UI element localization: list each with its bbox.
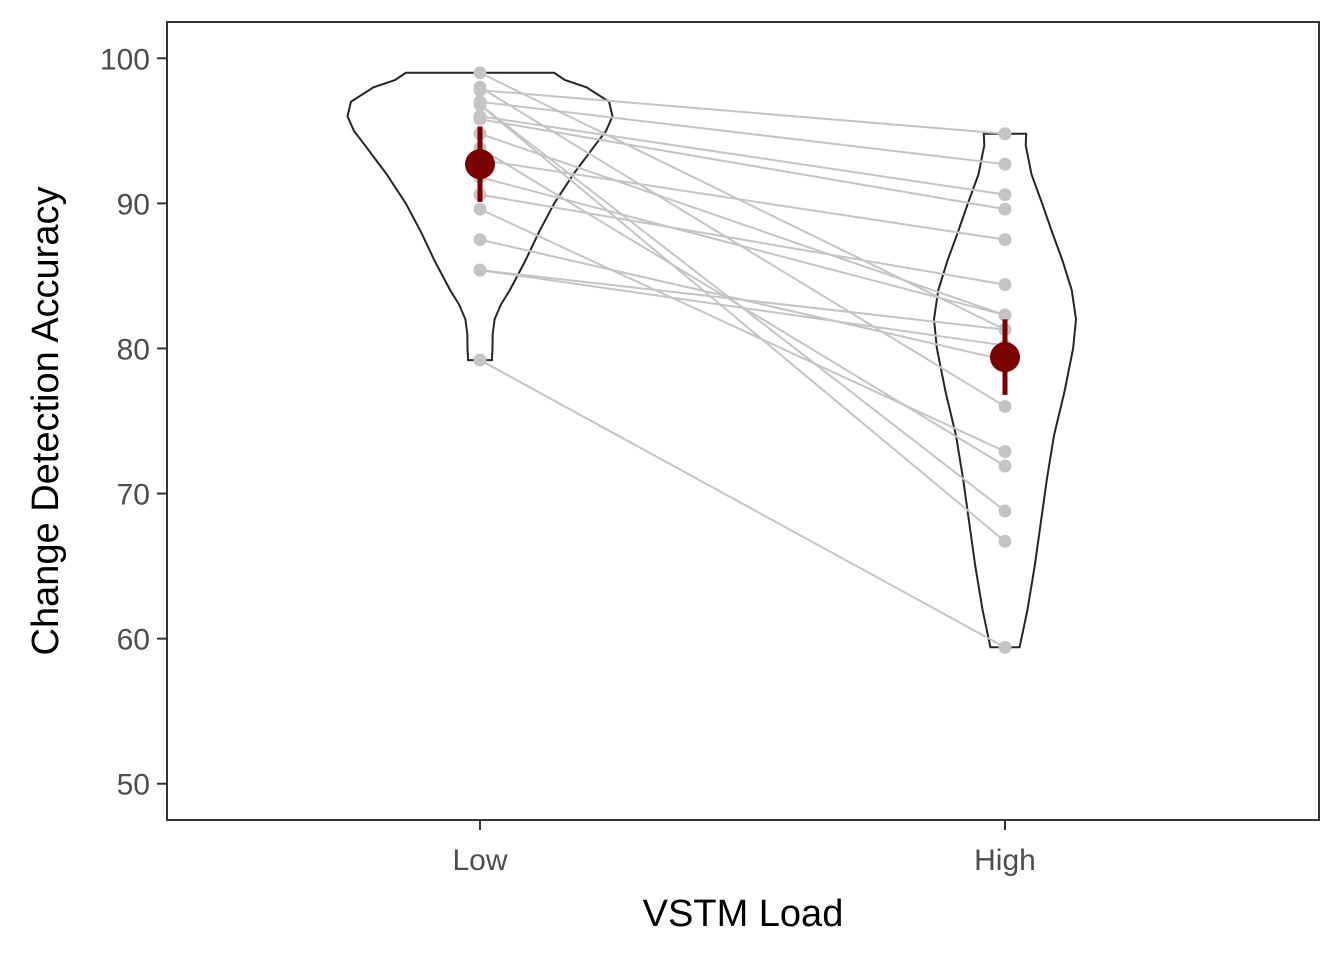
pair-line <box>479 208 1006 453</box>
y-axis: 50 60 70 80 90 100 <box>100 43 167 802</box>
y-axis-title: Change Detection Accuracy <box>25 187 67 656</box>
data-point-high <box>998 202 1012 216</box>
data-point-low <box>473 233 487 247</box>
pair-line <box>479 269 1006 347</box>
data-point-high <box>998 534 1012 548</box>
data-point-high <box>998 278 1012 292</box>
data-point-high <box>998 399 1012 413</box>
data-point-high <box>998 504 1012 518</box>
mean-point-low <box>465 149 495 180</box>
x-axis: Low High <box>452 820 1036 877</box>
pair-line <box>479 103 1006 543</box>
pair-line <box>479 132 1006 317</box>
violin-high <box>932 132 1078 649</box>
data-point-high <box>998 233 1012 247</box>
data-point-high <box>998 157 1012 171</box>
y-tick-label: 70 <box>117 479 150 512</box>
x-tick-label: High <box>974 844 1036 877</box>
pair-line <box>479 359 1006 649</box>
x-tick-label: Low <box>452 844 507 877</box>
data-point-low <box>473 66 487 80</box>
pair-line <box>479 118 1006 211</box>
data-point-low <box>473 98 487 112</box>
pair-lines-layer <box>479 71 1006 649</box>
data-point-low <box>473 202 487 216</box>
data-point-high <box>998 308 1012 322</box>
pair-line <box>479 115 1006 196</box>
data-point-high <box>998 444 1012 458</box>
data-point-high <box>998 127 1012 141</box>
pair-line <box>479 71 1006 331</box>
violin-layer <box>346 71 1078 649</box>
pair-line <box>479 269 1006 331</box>
y-tick-label: 60 <box>117 624 150 657</box>
pair-line <box>479 89 1006 135</box>
y-tick-label: 80 <box>117 333 150 366</box>
data-point-low <box>473 83 487 97</box>
pair-line <box>479 100 1006 166</box>
pair-line <box>479 193 1006 286</box>
pair-line <box>479 158 1006 241</box>
x-axis-title: VSTM Load <box>643 893 844 935</box>
data-point-low <box>473 263 487 277</box>
data-point-high <box>998 640 1012 654</box>
mean-point-high <box>990 342 1020 373</box>
data-point-low <box>473 353 487 367</box>
panel-background <box>167 22 1319 820</box>
y-tick-label: 90 <box>117 188 150 221</box>
y-tick-label: 50 <box>117 769 150 802</box>
means-layer <box>465 126 1020 395</box>
pair-line <box>479 176 1006 317</box>
panel-border <box>166 21 1320 821</box>
data-point-high <box>998 459 1012 473</box>
y-tick-label: 100 <box>100 43 150 76</box>
violin-low <box>346 71 614 362</box>
data-point-high <box>998 188 1012 202</box>
data-point-low <box>473 112 487 126</box>
